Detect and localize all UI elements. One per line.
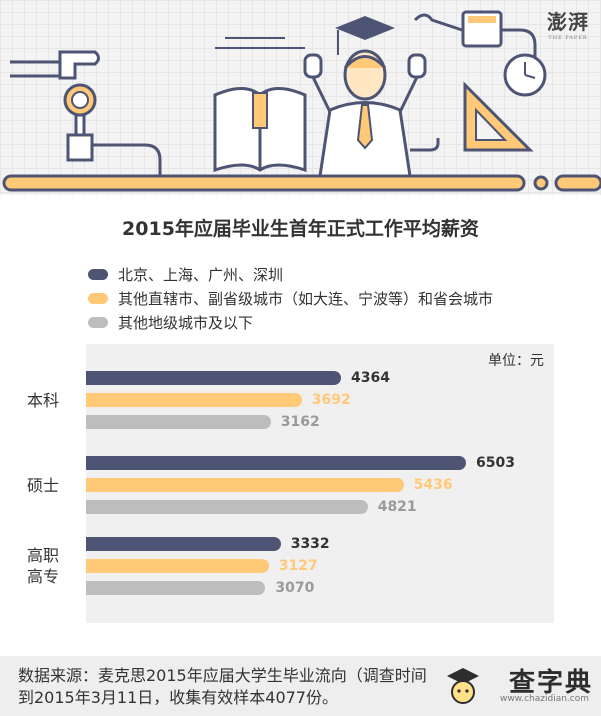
category-label-group-master: 硕士 <box>26 475 59 495</box>
header-illustration: 澎湃 THE PAPER <box>0 0 601 195</box>
value-label-group-master-tier3: 4821 <box>377 499 417 515</box>
watermark-url: www.chazidian.com <box>499 694 589 704</box>
legend-swatch-tier1 <box>88 268 108 280</box>
footer: 数据来源：麦克思2015年应届大学生毕业流向（调查时间 到2015年3月11日，… <box>0 656 601 716</box>
brand-logo: 澎湃 THE PAPER <box>547 10 589 41</box>
bar-group-vocational-tier3 <box>86 581 266 595</box>
bar-group-bachelor-tier1 <box>86 371 341 385</box>
watermark-text: 查字典 <box>508 668 593 698</box>
unit-label: 单位：元 <box>488 353 544 369</box>
value-label-group-bachelor-tier2: 3692 <box>311 392 351 408</box>
bar-group-vocational-tier1 <box>86 537 281 551</box>
legend-label-tier3: 其他地级城市及以下 <box>118 313 254 332</box>
legend-swatch-tier2 <box>88 292 108 304</box>
education-illustration <box>2 10 601 192</box>
legend-item-tier1: 北京、上海、广州、深圳 <box>88 262 493 286</box>
watermark: 查字典 www.chazidian.com <box>443 662 593 712</box>
bar-group-vocational-tier2 <box>86 559 269 573</box>
chart-legend: 北京、上海、广州、深圳 其他直辖市、副省级城市（如大连、宁波等）和省会城市 其他… <box>88 262 493 334</box>
value-label-group-master-tier2: 5436 <box>413 477 453 493</box>
value-label-group-bachelor-tier3: 3162 <box>280 414 320 430</box>
bar-group-bachelor-tier2 <box>86 393 302 407</box>
value-label-group-master-tier1: 6503 <box>476 455 515 471</box>
legend-item-tier3: 其他地级城市及以下 <box>88 310 493 334</box>
bar-group-master-tier3 <box>86 500 368 514</box>
value-label-group-vocational-tier3: 3070 <box>275 580 315 596</box>
legend-label-tier2: 其他直辖市、副省级城市（如大连、宁波等）和省会城市 <box>118 289 494 308</box>
bar-group-master-tier1 <box>86 456 466 470</box>
source-note: 数据来源：麦克思2015年应届大学生毕业流向（调查时间 到2015年3月11日，… <box>18 666 427 707</box>
bar-group-bachelor-tier3 <box>86 415 271 429</box>
value-label-group-vocational-tier2: 3127 <box>278 558 318 574</box>
value-label-group-bachelor-tier1: 4364 <box>351 370 390 386</box>
chart-title: 2015年应届毕业生首年正式工作平均薪资 <box>122 218 479 240</box>
legend-item-tier2: 其他直辖市、副省级城市（如大连、宁波等）和省会城市 <box>88 286 493 310</box>
category-label-group-bachelor: 本科 <box>26 390 59 410</box>
category-label-group-vocational: 高职 高专 <box>26 546 59 586</box>
value-label-group-vocational-tier1: 3332 <box>290 536 330 552</box>
legend-label-tier1: 北京、上海、广州、深圳 <box>118 265 284 284</box>
legend-swatch-tier3 <box>88 316 108 328</box>
graduate-mascot-icon <box>447 668 479 704</box>
bar-group-master-tier2 <box>86 478 404 492</box>
